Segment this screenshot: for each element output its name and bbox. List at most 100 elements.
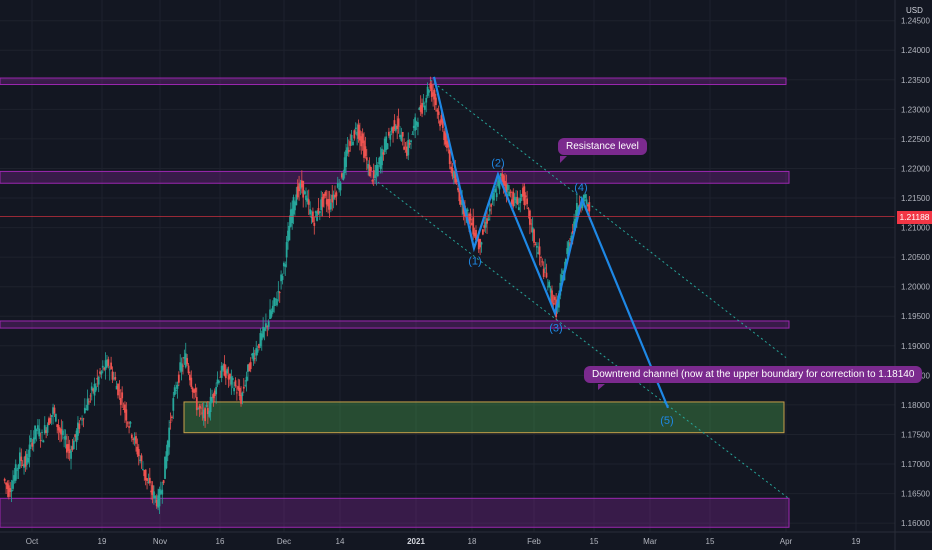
candle-body — [352, 141, 354, 146]
candle-body — [201, 412, 204, 414]
candle-body — [459, 200, 462, 205]
candle-body — [107, 359, 110, 366]
candle-body — [186, 358, 189, 365]
candle-body — [104, 360, 107, 370]
candle-body — [437, 111, 440, 115]
candle-body — [541, 261, 544, 263]
candle-body — [12, 480, 14, 489]
candle-body — [291, 208, 294, 224]
candle-body — [544, 267, 546, 269]
time-axis[interactable]: Oct 19 Nov 16 Dec 14 2021 18 Feb 15 Mar 15 Apr 19 — [0, 531, 932, 546]
candle-body — [70, 450, 72, 459]
candle-body — [161, 489, 164, 495]
candle-body — [141, 469, 144, 470]
candle-body — [126, 422, 129, 424]
candle-body — [396, 125, 399, 129]
downtrend-callout[interactable]: Downtrend channel (now at the upper boun… — [584, 366, 923, 383]
callout-tail — [560, 156, 569, 163]
candle-body — [522, 187, 524, 197]
candle-body — [240, 395, 242, 404]
y-tick-label: 1.20500 — [901, 253, 930, 262]
candle-body — [470, 222, 473, 226]
resistance-callout[interactable]: Resistance level — [558, 138, 647, 155]
candle-body — [509, 192, 512, 193]
candle-body — [159, 490, 162, 494]
candle-body — [422, 103, 425, 105]
candle-body — [226, 369, 229, 374]
candle-body — [166, 440, 169, 456]
candle-body — [495, 193, 498, 198]
candle-body — [74, 434, 77, 438]
x-tick-label: 19 — [852, 537, 861, 546]
candle-body — [316, 211, 318, 221]
candle-body — [506, 184, 509, 191]
x-tick-label: 16 — [216, 537, 225, 546]
candle-body — [517, 207, 520, 210]
candle-body — [82, 418, 85, 420]
candle-body — [515, 198, 517, 204]
price-axis[interactable]: 1.24500 1.24000 1.23500 1.23000 1.22500 1.220… — [894, 0, 930, 550]
candle-body — [81, 419, 83, 421]
candle-body — [523, 186, 526, 205]
candle-body — [571, 230, 574, 234]
candle-body — [354, 127, 357, 130]
candle-body — [269, 309, 271, 320]
candle-body — [219, 376, 222, 378]
candle-body — [157, 495, 160, 508]
candle-body — [364, 146, 367, 156]
candle-body — [13, 475, 16, 481]
candle-body — [14, 464, 17, 481]
candle-body — [276, 299, 278, 306]
candle-body — [455, 178, 458, 183]
candle-body — [585, 199, 588, 204]
candle-body — [306, 198, 309, 202]
candle-body — [404, 151, 407, 153]
candle-body — [374, 174, 376, 179]
x-tick-label: 2021 — [407, 537, 425, 546]
x-tick-label: Dec — [277, 537, 291, 546]
candle-body — [285, 242, 288, 258]
candle-body — [477, 238, 480, 250]
candle-body — [139, 459, 142, 461]
candle-body — [481, 229, 484, 235]
candle-body — [202, 409, 205, 419]
candle-body — [587, 204, 589, 207]
candle-body — [468, 213, 470, 225]
candle-body — [447, 139, 450, 148]
candle-body — [227, 375, 230, 380]
y-tick-label: 1.16000 — [901, 519, 930, 528]
candle-body — [16, 469, 19, 471]
candle-body — [103, 367, 106, 370]
candle-body — [194, 388, 197, 393]
candle-body — [95, 386, 97, 391]
candle-body — [218, 380, 220, 383]
candle-body — [493, 192, 495, 201]
candle-body — [401, 131, 404, 137]
candle-body — [430, 84, 433, 98]
candle-body — [334, 195, 336, 198]
candle-body — [46, 424, 49, 433]
x-tick-label: Mar — [643, 537, 657, 546]
y-tick-label: 1.21000 — [901, 224, 930, 233]
candle-body — [140, 455, 143, 462]
x-tick-label: 19 — [98, 537, 107, 546]
candle-body — [67, 444, 70, 451]
candle-body — [155, 499, 158, 507]
candle-body — [162, 480, 165, 484]
candle-body — [213, 390, 216, 397]
candle-body — [486, 218, 488, 224]
candle-body — [9, 488, 12, 492]
candle-body — [284, 264, 287, 267]
candle-body — [93, 383, 96, 396]
candle-body — [249, 362, 252, 370]
candle-body — [582, 194, 585, 204]
candle-body — [466, 209, 469, 212]
candle-body — [75, 430, 78, 443]
wave-label: (2) — [491, 157, 504, 169]
candles — [3, 76, 591, 514]
candle-body — [17, 464, 20, 470]
candle-body — [335, 192, 338, 197]
candle-body — [410, 140, 412, 143]
candle-body — [32, 437, 35, 444]
